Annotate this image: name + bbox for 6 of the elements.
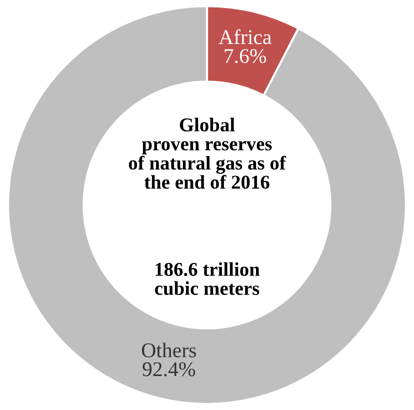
text: Global proven reserves of natural gas as of the end of 2016 [128, 118, 286, 189]
slice-label: Africa [218, 29, 272, 44]
data-label: 92.4% [142, 362, 196, 376]
slice-label: Others [142, 342, 196, 358]
text: 186.6 trillion cubic meters [155, 262, 260, 296]
data-label: 7.6% [224, 49, 266, 64]
